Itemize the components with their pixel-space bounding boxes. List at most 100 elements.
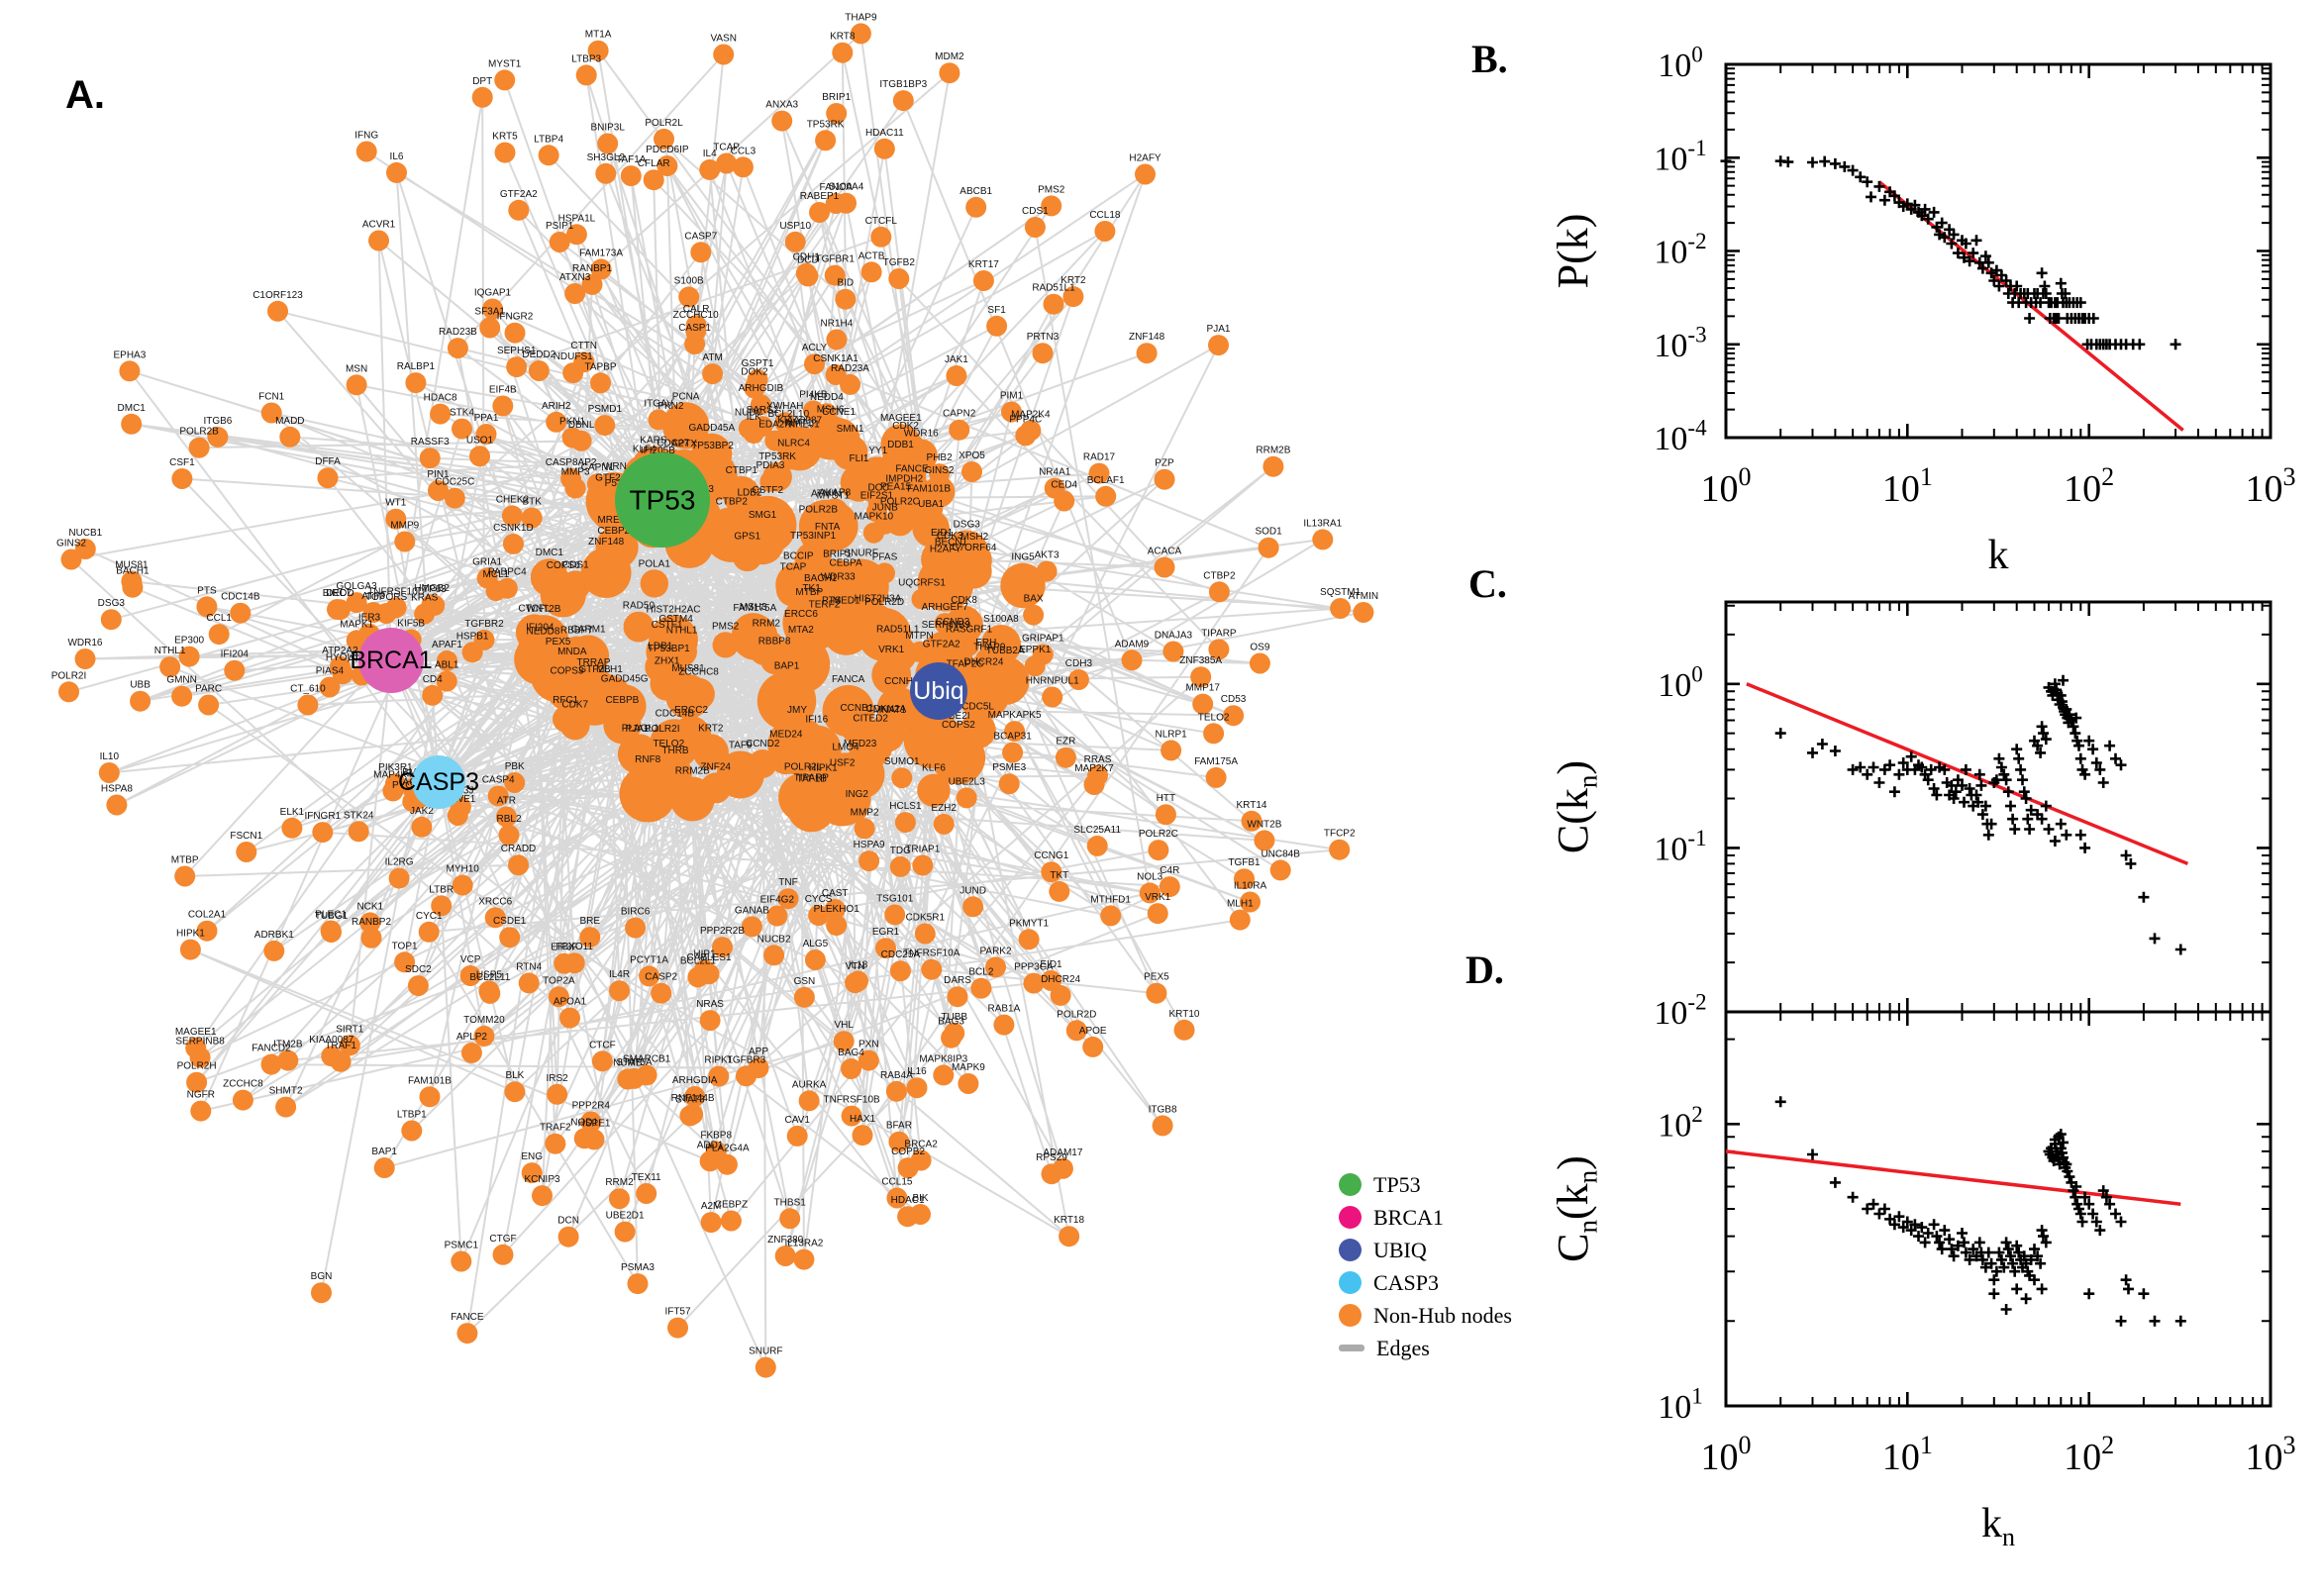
node-label: PEA15: [880, 482, 912, 493]
non-hub-node: [478, 980, 500, 1002]
scatter-points: [1774, 674, 2186, 955]
non-hub-node: [373, 1157, 395, 1178]
non-hub-node: [1023, 972, 1045, 994]
x-tick-label: 103: [2246, 462, 2296, 510]
node-label: RBBP8: [758, 637, 791, 648]
node-label: MSH3: [740, 602, 767, 613]
node-label: CASP8AP2: [546, 457, 597, 468]
node-label: TKT: [1050, 870, 1068, 881]
non-hub-node: [741, 916, 762, 938]
node-label: IFNGR2: [497, 312, 534, 323]
non-hub-node: [411, 816, 433, 838]
node-label: CTCF: [589, 1040, 616, 1050]
node-label: IL18: [849, 959, 868, 970]
node-label: ATP2A2: [322, 646, 358, 656]
hub-node-brca1: [358, 628, 424, 693]
node-label: LTBR: [429, 884, 454, 895]
non-hub-node: [186, 1071, 208, 1093]
hub-label-casp3: CASP3: [398, 768, 479, 796]
node-label: NOD1: [570, 1117, 598, 1128]
non-hub-node: [791, 725, 842, 775]
node-label: MMP2: [851, 807, 879, 818]
non-hub-node: [327, 599, 348, 620]
node-label: GPS1: [734, 531, 760, 542]
node-label: DHCR24: [1041, 974, 1080, 985]
axis-title-x: k: [1988, 533, 2009, 578]
node-label: RASSF3: [411, 437, 450, 448]
node-label: CHEK2: [496, 494, 530, 505]
node-label: KRT14: [1237, 800, 1267, 811]
node-label: HSPA1L: [558, 213, 596, 224]
non-hub-node: [580, 1111, 602, 1133]
node-label: PABPC4: [488, 567, 527, 578]
node-label: BLK: [505, 1070, 524, 1081]
non-hub-node: [565, 224, 587, 246]
node-label: KRT10: [1169, 1009, 1200, 1020]
node-label: TOP1: [392, 941, 418, 951]
non-hub-node: [809, 202, 830, 223]
node-label: TFAP2C: [947, 658, 984, 669]
x-tick-label: 101: [1882, 462, 1933, 510]
non-hub-node: [208, 624, 230, 646]
fit-line: [1725, 1149, 2181, 1206]
node-label: CCNH: [884, 676, 913, 687]
node-label: DEDD2: [522, 349, 556, 360]
node-label: TDG: [890, 846, 911, 856]
non-hub-node: [1190, 666, 1212, 688]
node-label: KLF4: [633, 445, 656, 455]
node-label: CTCFL: [518, 603, 551, 614]
non-hub-node: [716, 1153, 738, 1175]
node-label: TNFRSF10A: [903, 948, 960, 959]
node-label: CSTF2: [752, 485, 783, 496]
non-hub-node: [561, 636, 591, 665]
non-hub-node: [786, 1125, 808, 1147]
x-tick-label: 100: [1701, 462, 1752, 510]
node-label: KARS: [640, 436, 667, 447]
node-label: IL6: [390, 151, 404, 162]
node-label: GINS2: [924, 465, 954, 476]
node-label: ZCCHC8: [223, 1079, 263, 1090]
non-hub-node: [494, 142, 516, 163]
non-hub-node: [624, 734, 656, 766]
node-label: PLAGL1: [622, 724, 659, 735]
non-hub-node: [1055, 747, 1076, 768]
node-label: KIAA0087: [777, 415, 822, 426]
node-label: CDH1: [793, 252, 821, 263]
node-label: TNFRSF10B: [823, 1095, 880, 1106]
node-label: CTGF: [489, 1234, 516, 1245]
node-label: CED4: [1051, 480, 1077, 491]
node-label: MTA2: [788, 625, 814, 636]
non-hub-node: [667, 1317, 688, 1339]
non-hub-node: [58, 681, 79, 703]
non-hub-node: [1041, 1163, 1062, 1185]
node-label: TUBB2A: [986, 646, 1025, 656]
non-hub-node: [557, 1226, 579, 1247]
non-hub-node: [811, 610, 838, 637]
node-label: HSPA8: [101, 784, 133, 795]
node-label: KIF5B: [397, 619, 425, 630]
node-label: DNAJA3: [1155, 631, 1193, 642]
non-hub-node: [833, 1031, 855, 1052]
non-hub-node: [436, 670, 457, 692]
node-label: DPT: [472, 76, 492, 87]
node-label: RIPK1: [704, 1055, 733, 1066]
non-hub-node: [459, 965, 481, 986]
node-label: GSN: [794, 976, 816, 987]
node-label: CDC25C: [435, 477, 474, 488]
non-hub-node: [1004, 721, 1026, 743]
node-label: CASP2: [645, 972, 677, 983]
non-hub-node: [1018, 929, 1040, 950]
non-hub-node: [473, 629, 495, 650]
node-label: KRAS: [411, 593, 439, 604]
non-hub-node: [998, 773, 1020, 795]
node-label: LMO4: [832, 742, 859, 752]
node-label: ABL1: [435, 660, 459, 671]
non-hub-node: [651, 654, 687, 691]
node-label: HSPB1: [456, 631, 489, 642]
node-label: VRK1: [878, 645, 905, 655]
x-tick-label: 103: [2246, 1431, 2296, 1478]
major-ticks: [1724, 1012, 2272, 1408]
non-hub-node: [841, 1058, 861, 1079]
node-label: IFI16: [805, 715, 828, 726]
non-hub-node: [1147, 903, 1168, 925]
